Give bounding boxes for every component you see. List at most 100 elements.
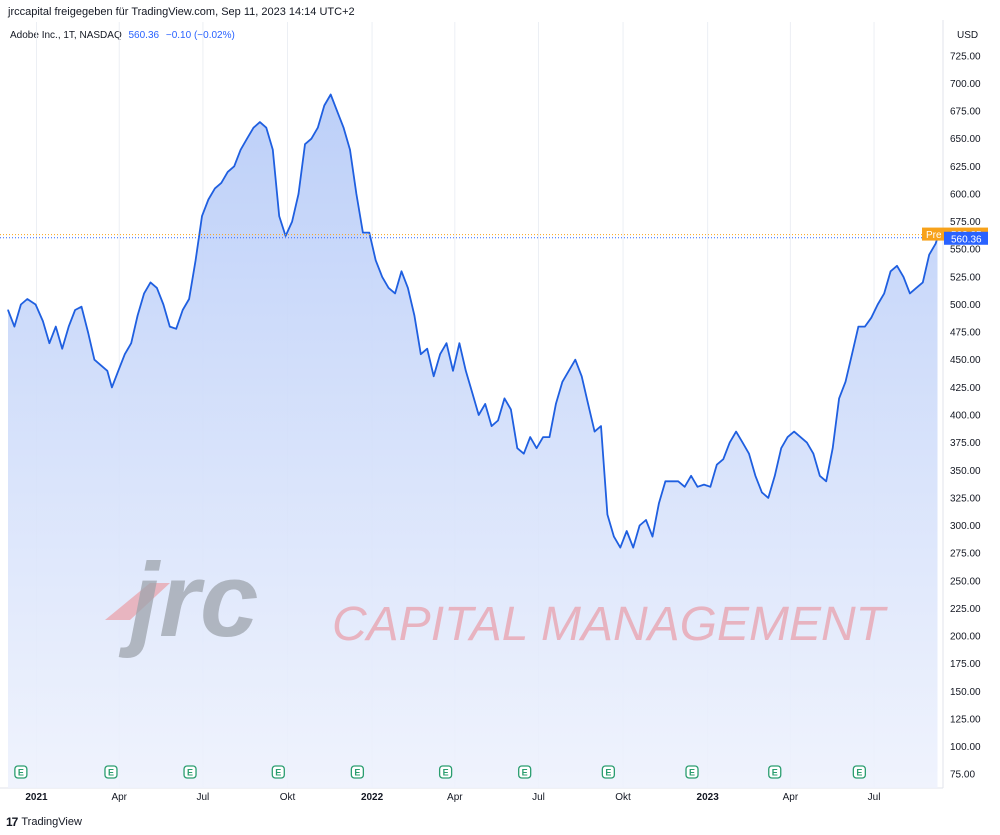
price-axis[interactable]: USD 725.00 700.00 675.00 650.00 625.00 600.00 5… (950, 30, 981, 781)
data-point (851, 353, 853, 355)
earnings-badge (183, 765, 197, 779)
earnings-marker[interactable]: E (183, 765, 197, 779)
data-point (658, 502, 660, 505)
watermark-text: CAPITAL MANAGEMENT (332, 598, 889, 651)
data-point (523, 453, 525, 455)
x-tick-label: 2023 (697, 792, 720, 803)
time-axis[interactable]: 2021 Apr Jul Okt 2022 Apr Jul Okt 2023 Apr Jul (25, 792, 880, 803)
data-point (381, 276, 383, 278)
data-point (639, 524, 641, 527)
price-tags: Pre563.25560.36 (0, 227, 988, 245)
area-fill (8, 94, 938, 788)
x-tick-label: Jul (532, 792, 545, 803)
data-point (394, 292, 396, 295)
data-point (677, 480, 679, 482)
data-point (194, 259, 197, 261)
earnings-badge (438, 765, 453, 779)
data-point (188, 298, 190, 300)
data-point (613, 535, 615, 538)
data-point (709, 486, 711, 488)
data-point (645, 519, 647, 521)
data-point (207, 198, 210, 201)
data-point (342, 127, 345, 129)
data-point (34, 303, 37, 306)
data-point (832, 447, 834, 449)
data-point (162, 303, 164, 306)
data-point (690, 475, 692, 477)
data-point (568, 370, 570, 372)
earnings-marker[interactable]: E (601, 765, 615, 779)
data-point (748, 453, 750, 455)
earnings-marker[interactable]: E (14, 765, 28, 779)
earnings-marker[interactable]: E (104, 765, 118, 779)
data-point (68, 325, 70, 328)
data-point (246, 138, 248, 140)
y-tick-label: 250.00 (950, 576, 981, 587)
earnings-label: E (187, 768, 193, 778)
data-point (111, 386, 113, 388)
earnings-badge (14, 765, 28, 779)
tradingview-footer[interactable]: 17 TradingView (6, 815, 82, 829)
data-point (42, 320, 44, 322)
y-tick-label: 700.00 (950, 79, 981, 90)
earnings-marker[interactable]: E (350, 765, 365, 779)
x-tick-label: Okt (280, 792, 296, 803)
data-point (819, 475, 821, 477)
data-point (143, 292, 145, 295)
data-point (124, 353, 126, 355)
data-point (684, 486, 686, 488)
data-point (767, 497, 769, 499)
data-point (259, 121, 261, 123)
data-point (703, 484, 705, 486)
last-price-tag-value: 560.36 (951, 234, 982, 245)
y-tick-label: 125.00 (950, 714, 981, 725)
data-point (503, 397, 506, 400)
earnings-marker[interactable]: E (438, 765, 453, 779)
data-point (497, 419, 499, 422)
data-point (574, 359, 576, 361)
data-point (883, 292, 885, 295)
symbol-legend[interactable]: Adobe Inc., 1T, NASDAQ 560.36 −0.10 (−0.… (10, 30, 235, 41)
data-point (600, 425, 602, 427)
earnings-marker[interactable]: E (271, 765, 285, 779)
earnings-marker[interactable]: E (518, 765, 532, 779)
data-point (323, 104, 325, 107)
data-point (93, 359, 96, 361)
data-point (935, 243, 937, 245)
earnings-label: E (108, 768, 114, 778)
data-point (536, 447, 538, 449)
last-price-tag (944, 231, 988, 245)
data-point (117, 370, 119, 372)
data-point (626, 530, 628, 532)
data-point (317, 127, 319, 129)
data-point (74, 309, 76, 311)
data-point (729, 442, 731, 444)
data-point (651, 535, 654, 538)
tradingview-logo-icon: 17 (6, 815, 18, 829)
earnings-marker[interactable]: E (768, 765, 782, 779)
data-point (265, 127, 267, 129)
data-point (355, 193, 358, 195)
data-point (330, 93, 332, 96)
earnings-marker[interactable]: E (852, 765, 866, 779)
last-price-value: 560.36 (128, 30, 160, 41)
data-point (844, 381, 847, 383)
data-point (400, 270, 403, 272)
data-point (696, 486, 699, 488)
data-point (452, 370, 454, 372)
y-tick-label: 425.00 (950, 383, 981, 394)
currency-label[interactable]: USD (957, 30, 978, 41)
earnings-marker[interactable]: E (685, 765, 699, 779)
y-tick-label: 525.00 (950, 272, 981, 283)
earnings-badge (518, 765, 532, 779)
y-tick-label: 75.00 (950, 770, 975, 781)
data-point (87, 331, 89, 333)
price-area (8, 94, 938, 788)
data-point (510, 408, 512, 411)
y-tick-label: 600.00 (950, 189, 981, 200)
data-point (252, 127, 255, 129)
data-point (55, 325, 57, 328)
data-point (735, 430, 737, 433)
